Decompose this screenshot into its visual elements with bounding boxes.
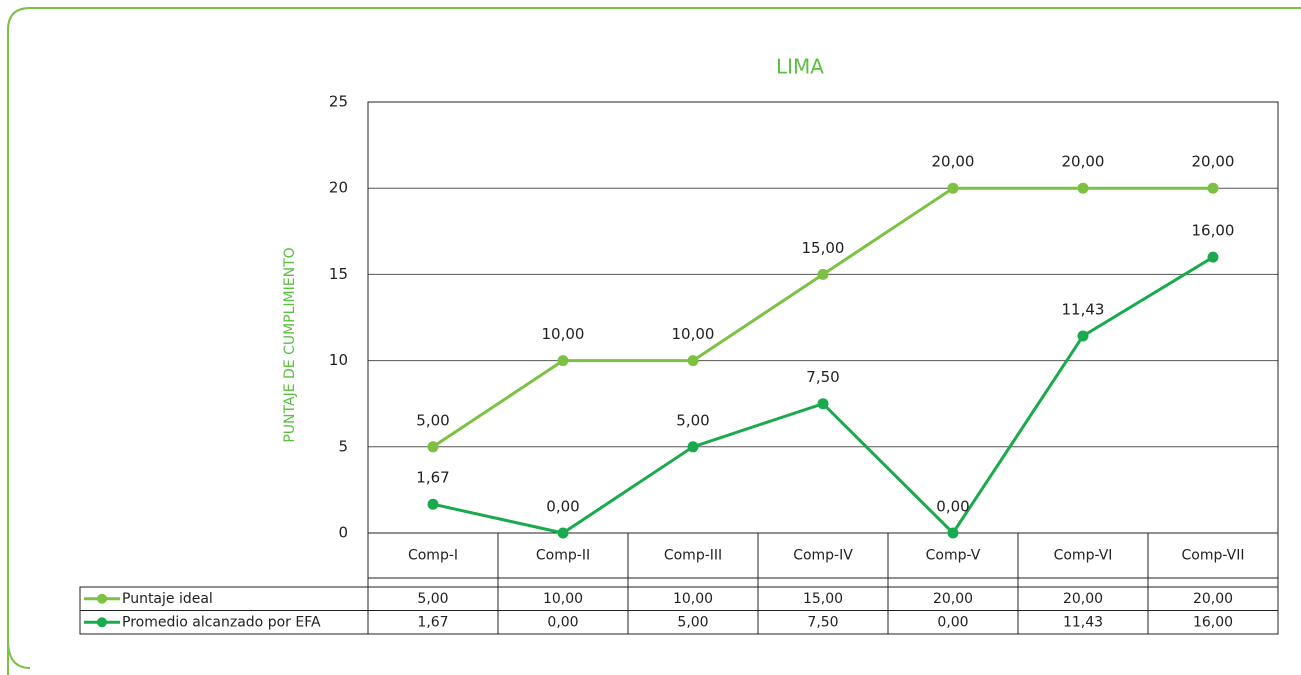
y-tick-label: 25 [329, 93, 348, 111]
point [947, 527, 959, 539]
y-tick-label: 20 [329, 179, 348, 197]
table-cell: 5,00 [677, 614, 708, 630]
point [1077, 330, 1089, 342]
data-label: 15,00 [802, 239, 845, 257]
legend-marker [97, 617, 107, 628]
point [557, 527, 569, 539]
x-tick-label: Comp-IV [793, 548, 853, 564]
data-label: 10,00 [542, 325, 585, 343]
data-label: 0,00 [546, 498, 579, 516]
point [687, 441, 699, 453]
data-label: 16,00 [1192, 222, 1235, 240]
data-label: 20,00 [1062, 153, 1105, 171]
data-label: 10,00 [672, 325, 715, 343]
data-label: 11,43 [1062, 300, 1105, 318]
point [817, 398, 829, 410]
table-cell: 10,00 [673, 591, 713, 607]
x-tick-label: Comp-III [664, 548, 722, 564]
legend-label: Promedio alcanzado por EFA [122, 614, 321, 630]
table-cell: 20,00 [1063, 591, 1103, 607]
point [427, 498, 439, 510]
legend-label: Puntaje ideal [122, 591, 213, 607]
frame-corner [7, 639, 31, 669]
y-axis-label: PUNTAJE DE CUMPLIMIENTO [282, 247, 298, 442]
x-tick-label: Comp-VI [1054, 548, 1113, 564]
point [557, 355, 569, 367]
point [427, 441, 439, 453]
x-tick-label: Comp-V [926, 548, 981, 564]
point [1077, 182, 1089, 194]
data-label: 5,00 [416, 411, 449, 429]
table-cell: 20,00 [1193, 591, 1233, 607]
table-cell: 7,50 [807, 614, 838, 630]
table-cell: 0,00 [547, 614, 578, 630]
x-tick-label: Comp-VII [1182, 548, 1245, 564]
x-tick-label: Comp-I [408, 548, 458, 564]
y-tick-label: 15 [329, 265, 348, 283]
y-tick-label: 10 [329, 351, 348, 369]
frame [7, 7, 1301, 675]
plot-frame [367, 101, 1279, 534]
data-label: 20,00 [1192, 153, 1235, 171]
data-label: 0,00 [936, 498, 969, 516]
point [1207, 182, 1219, 194]
table-cell: 15,00 [803, 591, 843, 607]
table-cell: 10,00 [543, 591, 583, 607]
data-label: 20,00 [932, 153, 975, 171]
point [1207, 251, 1219, 263]
x-tick-label: Comp-II [536, 548, 590, 564]
point [817, 268, 829, 280]
point [687, 355, 699, 367]
data-label: 7,50 [806, 368, 839, 386]
y-tick-label: 5 [338, 437, 348, 455]
legend-marker [97, 593, 107, 604]
point [947, 182, 959, 194]
table-cell: 16,00 [1193, 614, 1233, 630]
data-label: 5,00 [676, 411, 709, 429]
data-label: 1,67 [416, 469, 449, 487]
table-cell: 11,43 [1063, 614, 1103, 630]
table-cell: 1,67 [417, 614, 448, 630]
series-line [432, 255, 1214, 536]
table-cell: 5,00 [417, 591, 448, 607]
table-cell: 0,00 [937, 614, 968, 630]
y-tick-label: 0 [338, 524, 348, 542]
table-cell: 20,00 [933, 591, 973, 607]
chart-title: LIMA [776, 55, 824, 79]
